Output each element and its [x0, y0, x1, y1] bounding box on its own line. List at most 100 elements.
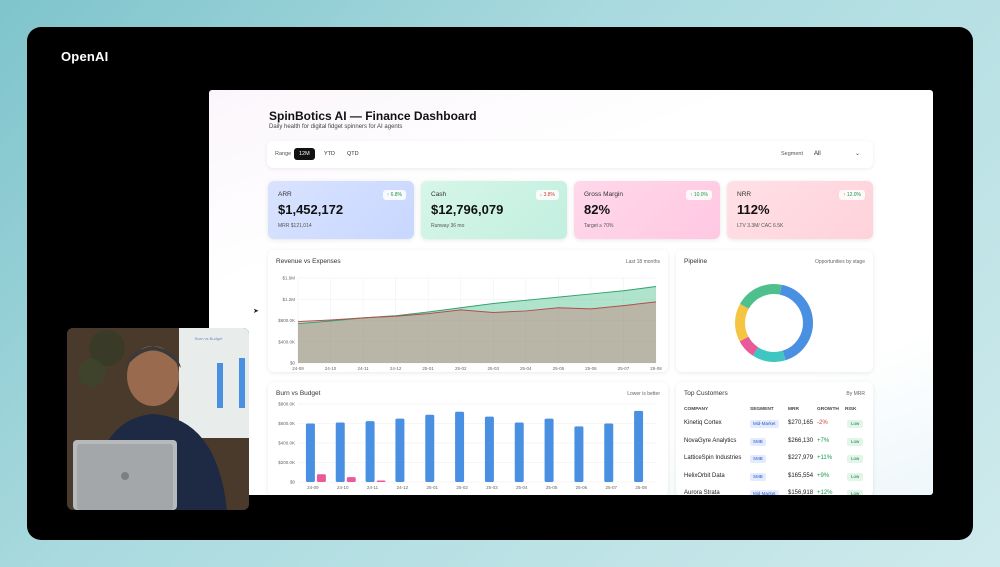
customer-growth: +12%	[817, 490, 833, 495]
kpi-label: NRR	[737, 191, 752, 198]
risk-badge: Low	[847, 490, 864, 495]
x-tick-label: 24-11	[357, 366, 369, 371]
y-tick-label: $400.0K	[278, 441, 295, 446]
pipeline-slice	[779, 284, 813, 361]
card-title: Pipeline	[684, 258, 708, 265]
x-tick-label: 25-02	[455, 366, 467, 371]
x-tick-label: 24-10	[337, 485, 349, 490]
x-tick-label: 25-03	[488, 366, 500, 371]
burn-bar	[514, 422, 524, 482]
range-qtd-button[interactable]: QTD	[347, 151, 359, 157]
burn-bar	[484, 416, 494, 482]
pipeline-slice	[739, 336, 759, 356]
chevron-down-icon: ⌄	[854, 151, 860, 157]
x-tick-label: 25-05	[553, 366, 565, 371]
x-tick-label: 25-08	[635, 485, 647, 490]
segment-badge: SMB	[750, 472, 766, 481]
pipeline-slice	[735, 303, 749, 342]
table-row[interactable]: Kinetiq Cortex Mid-Market $270,165 -2% Low	[676, 416, 873, 433]
segment-badge: SMB	[750, 437, 766, 446]
column-header-risk: RISK	[845, 407, 857, 412]
x-tick-label: 25-05	[546, 485, 558, 490]
x-tick-label: 25-03	[486, 485, 498, 490]
y-tick-label: $1.2M	[282, 297, 295, 302]
segment-badge: SMB	[750, 455, 766, 463]
column-header-segment: SEGMENT	[750, 407, 774, 412]
segment-select[interactable]: All ⌄	[812, 147, 864, 161]
x-tick-label: 24-09	[307, 485, 319, 490]
segment-value: All	[814, 151, 821, 157]
table-row[interactable]: NovaGyre Analytics SMB $266,130 +7% Low	[676, 434, 873, 451]
kpi-card-nrr: NRR ↑ 12.0% 112% LTV 3.3M/ CAC 6.5K	[727, 181, 873, 239]
segment-label: Segment	[781, 151, 804, 157]
customer-mrr: $165,554	[788, 472, 814, 479]
risk-badge: Low	[847, 472, 864, 481]
burn-bar	[425, 414, 435, 482]
x-tick-label: 25-07	[605, 485, 617, 490]
x-tick-label: 25-08	[650, 366, 662, 371]
customer-growth: +11%	[817, 455, 833, 461]
x-tick-label: 25-01	[426, 485, 438, 490]
burn-chart: $0 $200.0K $400.0K $600.0K $800.0K 24-09 24-10…	[278, 402, 656, 490]
y-tick-label: $400.0K	[278, 339, 295, 344]
kpi-label: Cash	[431, 191, 447, 198]
table-row[interactable]: HelixOrbit Data SMB $165,554 +9% Low	[676, 469, 873, 486]
customer-name: Aurora Strata	[684, 490, 720, 495]
table-row[interactable]: Aurora Strata Mid-Market $156,918 +12% Low	[676, 486, 873, 495]
kpi-delta-badge: ↑ 6.8%	[382, 190, 406, 200]
risk-badge: Low	[847, 455, 864, 463]
card-note: Opportunities by stage	[814, 259, 865, 265]
burn-bar	[455, 411, 465, 482]
burn-bar	[305, 423, 315, 482]
y-tick-label: $200.0K	[278, 460, 295, 465]
x-tick-label: 24-11	[367, 485, 379, 490]
burn-bar	[365, 421, 375, 482]
burn-bar	[544, 418, 554, 482]
arrow-up-icon: ↑	[386, 192, 390, 198]
webcam-panel-text: Burn vs Budget	[195, 336, 223, 341]
kpi-delta: 3.8%	[543, 192, 555, 198]
kpi-value: 82%	[584, 202, 611, 217]
kpi-delta-badge: ↑ 12.0%	[838, 190, 865, 200]
range-ytd-button[interactable]: YTD	[324, 151, 335, 157]
card-title: Revenue vs Expenses	[276, 258, 341, 265]
x-tick-label: 24-12	[390, 366, 402, 371]
kpi-delta-badge: ↓ 3.8%	[535, 190, 559, 200]
kpi-foot: Target ≥ 70%	[584, 223, 614, 229]
pipeline-chart	[735, 284, 813, 362]
budget-bar	[376, 480, 386, 482]
pipeline-slice	[740, 284, 782, 310]
presenter-webcam: Burn vs Budget	[67, 328, 249, 510]
customer-name: HelixOrbit Data	[684, 472, 725, 479]
risk-badge: Low	[847, 420, 864, 428]
expenses-line	[297, 301, 657, 323]
table-row[interactable]: LatticeSpin Industries SMB $227,979 +11% Low	[676, 451, 873, 468]
filter-bar: Range 12M YTD QTD Segment All ⌄	[267, 141, 873, 168]
column-header-company: COMPANY	[684, 407, 709, 412]
y-tick-label: $600.0K	[278, 421, 295, 426]
budget-bar	[316, 474, 326, 482]
customer-mrr: $156,918	[788, 490, 814, 495]
arrow-up-icon: ↑	[842, 192, 846, 198]
arrow-down-icon: ↓	[539, 192, 543, 198]
pipeline-slice	[752, 347, 786, 362]
revenue-area	[298, 286, 656, 363]
range-12m-button[interactable]: 12M	[294, 148, 315, 160]
customer-name: Kinetiq Cortex	[684, 420, 722, 426]
x-tick-label: 25-07	[618, 366, 630, 371]
kpi-label: ARR	[278, 191, 292, 198]
burn-bar	[335, 422, 345, 482]
y-tick-label: $0	[290, 480, 296, 485]
customers-card: Top Customers By MRR COMPANY SEGMENT MRR…	[676, 382, 873, 495]
kpi-foot: Runway 36 mo	[431, 223, 465, 229]
x-tick-label: 24-10	[325, 366, 337, 371]
segment-badge: Mid-Market	[750, 420, 779, 428]
kpi-card-arr: ARR ↑ 6.8% $1,452,172 MRR $121,014	[268, 181, 414, 239]
burn-bar	[604, 423, 614, 482]
burn-bar	[395, 418, 405, 482]
card-title: Burn vs Budget	[276, 390, 321, 397]
kpi-foot: LTV 3.3M/ CAC 6.5K	[737, 223, 784, 229]
x-tick-label: 24-09	[292, 366, 304, 371]
budget-bar	[346, 477, 356, 482]
kpi-delta: 6.8%	[390, 192, 402, 198]
